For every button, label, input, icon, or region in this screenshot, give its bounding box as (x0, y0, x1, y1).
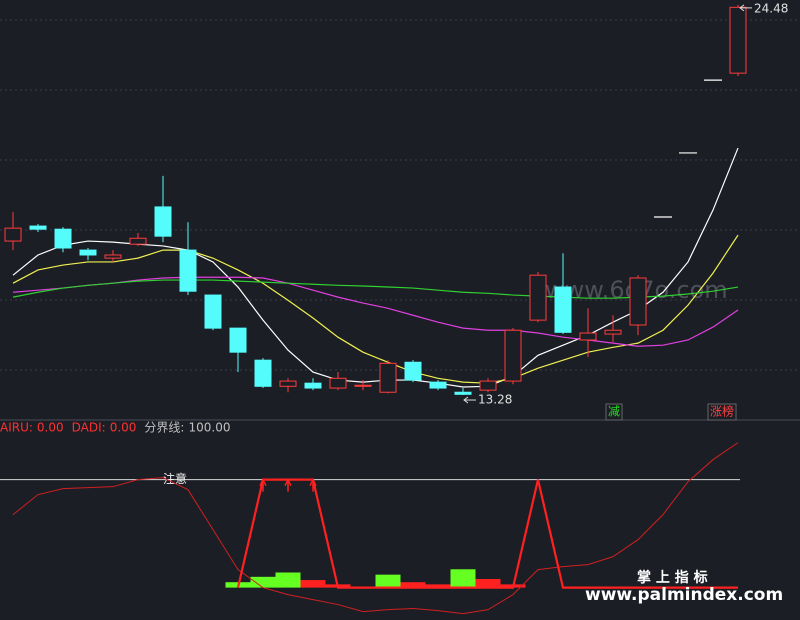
watermark: www.palmindex.com (585, 585, 783, 605)
candle-body (79, 249, 97, 256)
candle-body (604, 329, 622, 335)
candle-body (729, 6, 747, 74)
signal-arrow-head (284, 477, 292, 486)
candle-body (129, 237, 147, 245)
dadi-bar (275, 572, 301, 588)
candle-body (4, 227, 22, 242)
grid (0, 19, 800, 371)
candle-body (404, 361, 422, 381)
label-arrow-head (463, 396, 469, 404)
candle-body (179, 249, 197, 292)
watermark: 掌 上 指 标 (637, 569, 708, 586)
dadi-bar (425, 584, 451, 588)
candle-body (329, 377, 347, 389)
max-price-label: 24.48 (754, 1, 788, 15)
candle-body (104, 254, 122, 259)
annotation: 减 (608, 405, 620, 419)
candle-body (504, 329, 522, 382)
candle-body (554, 286, 572, 333)
signal-arrow-head (259, 477, 267, 486)
candle-body (629, 277, 647, 326)
annotation-box (707, 403, 737, 421)
legend-value: 0.00 (110, 421, 137, 435)
candle-body (454, 391, 472, 395)
signal-arrow-head (309, 477, 317, 486)
label-arrow-head (739, 4, 745, 12)
threshold-label: 注意 (163, 471, 187, 486)
dadi-bar (300, 580, 326, 588)
candle-body (29, 225, 47, 230)
legend-name: 分界线: (144, 421, 184, 435)
dadi-bar (450, 569, 476, 588)
moving-average (12, 147, 739, 388)
candle-body (204, 294, 222, 329)
candle-body (279, 380, 297, 387)
legend-name: DADI: (72, 421, 106, 435)
candle-body (479, 380, 497, 391)
candle-body (304, 382, 322, 389)
candle-body (254, 359, 272, 387)
dadi-bar (400, 582, 426, 588)
candle-body (54, 228, 72, 249)
annotation-box (605, 403, 623, 421)
legend-name: AIRU: (0, 421, 33, 435)
annotation: 涨榜 (710, 404, 734, 419)
candle-body (579, 332, 597, 341)
candle-body (429, 381, 447, 389)
dadi-bar (375, 574, 401, 588)
legend-value: 100.00 (188, 421, 230, 435)
min-price-label: 13.28 (478, 393, 512, 407)
dadi-bar (475, 578, 501, 588)
candle-body (229, 327, 247, 353)
moving-average (12, 276, 739, 347)
candle-body (529, 274, 547, 321)
legend-value: 0.00 (37, 421, 64, 435)
signal-line (236, 478, 738, 589)
candle-body (154, 206, 172, 237)
dadi-bar (250, 576, 276, 588)
airu-line (12, 442, 739, 615)
moving-average (12, 234, 739, 384)
moving-average (12, 279, 739, 299)
candle-body (354, 384, 372, 387)
candle-body (379, 362, 397, 393)
